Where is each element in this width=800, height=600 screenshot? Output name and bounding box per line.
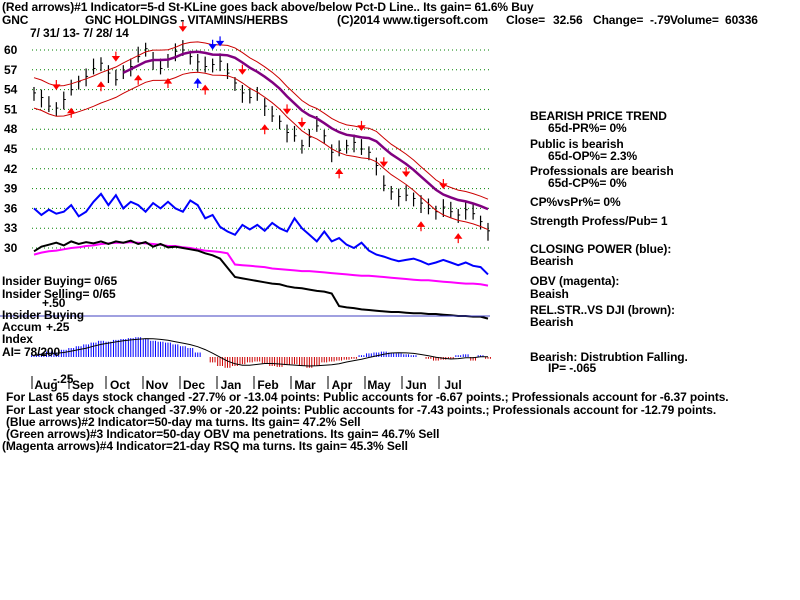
upper-band [33, 41, 489, 200]
op-value: 65d-OP%= 2.3% [548, 149, 638, 163]
footer-magenta-arrows: (Magenta arrows)#4 Indicator=21-day RSQ … [2, 439, 408, 453]
y-tick-label: 60 [4, 43, 18, 57]
index-label: Index [2, 332, 33, 346]
x-tick-label: Sep [72, 378, 94, 392]
sell-arrow-icon [297, 117, 307, 128]
ip-value: IP= -.065 [548, 361, 597, 375]
change-label: Change= [593, 13, 644, 27]
buy-arrow-icon [454, 233, 463, 244]
y-tick-label: 39 [4, 182, 18, 196]
footer-green-arrows: (Green arrows)#3 Indicator=50-day OBV ma… [6, 427, 440, 441]
sell-arrow-icon [357, 120, 366, 131]
footer-65day: For Last 65 days stock changed -27.7% or… [6, 390, 729, 404]
sell-arrow-icon [238, 64, 247, 75]
x-tick-label: Jun [405, 378, 426, 392]
date-range: 7/ 31/ 13- 7/ 28/ 14 [30, 26, 129, 40]
sell-arrow-icon [379, 157, 389, 168]
relstr-status: Bearish [530, 315, 574, 329]
x-tick-label: Nov [146, 378, 169, 392]
y-tick-label: 45 [4, 142, 18, 156]
close-value: 32.56 [553, 13, 583, 27]
distribution-status: Bearish: Distrubtion Falling. [530, 350, 688, 364]
y-tick-label: 54 [4, 83, 18, 97]
relstr-label: REL.STR..VS DJI (brown): [530, 303, 675, 317]
accum-ma-line [33, 338, 488, 367]
y-tick-label: 30 [4, 241, 18, 255]
sell-arrow-icon [111, 51, 121, 62]
cp-value: 65d-CP%= 0% [548, 176, 627, 190]
accum-label: Accum [2, 320, 42, 334]
lower-band [33, 71, 489, 231]
sell-arrow-icon [439, 178, 448, 189]
ai-label: AI= 78/200 [2, 345, 61, 359]
strength-ratio: Strength Profess/Pub= 1 [530, 214, 668, 228]
buy-arrow-icon [334, 168, 344, 179]
closing-power-label: CLOSING POWER (blue): [530, 242, 672, 256]
x-tick-label: Jan [221, 378, 242, 392]
close-label: Close= [506, 13, 546, 27]
y-tick-label: 51 [4, 102, 18, 116]
plus-50-label: +.50 [42, 296, 66, 310]
copyright: (C)2014 www.tigersoft.com [337, 13, 489, 27]
buy-arrow-icon [416, 221, 426, 232]
x-tick-label: Jul [444, 378, 461, 392]
indicator-1-line: (Red arrows)#1 Indicator=5-d St-KLine go… [2, 0, 534, 14]
blue-arrow-icon [215, 36, 225, 47]
y-tick-label: 33 [4, 221, 18, 235]
change-value: -.79 [650, 13, 671, 27]
y-tick-label: 42 [4, 162, 18, 176]
x-tick-label: Oct [110, 378, 130, 392]
cp-vs-pr: CP%vsPr%= 0% [530, 195, 621, 209]
volume-value: 60336 [725, 13, 758, 27]
sell-arrow-icon [178, 21, 188, 32]
obv-label: OBV (magenta): [530, 274, 620, 288]
insider-buying-count: Insider Buying= 0/65 [2, 274, 118, 288]
x-tick-label: Dec [183, 378, 205, 392]
pr-value: 65d-PR%= 0% [548, 121, 627, 135]
trend-title: BEARISH PRICE TREND [530, 109, 667, 123]
buy-arrow-icon [96, 81, 106, 92]
y-tick-label: 57 [4, 63, 18, 77]
moving-average-50d [122, 50, 489, 211]
buy-arrow-icon [67, 107, 76, 118]
closing-power-status: Bearish [530, 254, 574, 268]
buy-arrow-icon [163, 78, 173, 88]
buy-arrow-icon [133, 74, 143, 85]
y-tick-label: 48 [4, 122, 18, 136]
volume-label: Volume= [670, 13, 719, 27]
x-tick-label: Mar [294, 378, 316, 392]
ticker: GNC [2, 13, 29, 27]
x-tick-label: Apr [332, 378, 353, 392]
company-name: GNC HOLDINGS - VITAMINS/HERBS [85, 13, 288, 27]
sell-arrow-icon [401, 167, 411, 178]
sell-arrow-icon [52, 79, 61, 90]
minus-25-label: -.25 [53, 372, 74, 386]
blue-arrow-icon [193, 78, 202, 88]
footer-year: For Last year stock changed -37.9% or -2… [6, 403, 717, 417]
relstr-line [33, 239, 489, 320]
blue-arrow-icon [208, 39, 217, 50]
closing-power-line [33, 192, 489, 276]
sell-arrow-icon [282, 104, 292, 115]
buy-arrow-icon [200, 84, 210, 95]
x-tick-label: Feb [257, 378, 278, 392]
plus-25-label: +.25 [46, 320, 70, 334]
y-tick-label: 36 [4, 201, 18, 215]
public-status: Public is bearish [530, 137, 624, 151]
buy-arrow-icon [260, 124, 269, 135]
x-tick-label: Aug [34, 378, 57, 392]
footer-blue-arrows: (Blue arrows)#2 Indicator=50-day ma turn… [6, 415, 361, 429]
pros-status: Professionals are bearish [530, 164, 674, 178]
insider-selling-count: Insider Selling= 0/65 [2, 287, 116, 301]
x-tick-label: May [367, 378, 391, 392]
obv-status: Beaish [530, 287, 569, 301]
insider-buying-label: Insider Buying [2, 308, 84, 322]
